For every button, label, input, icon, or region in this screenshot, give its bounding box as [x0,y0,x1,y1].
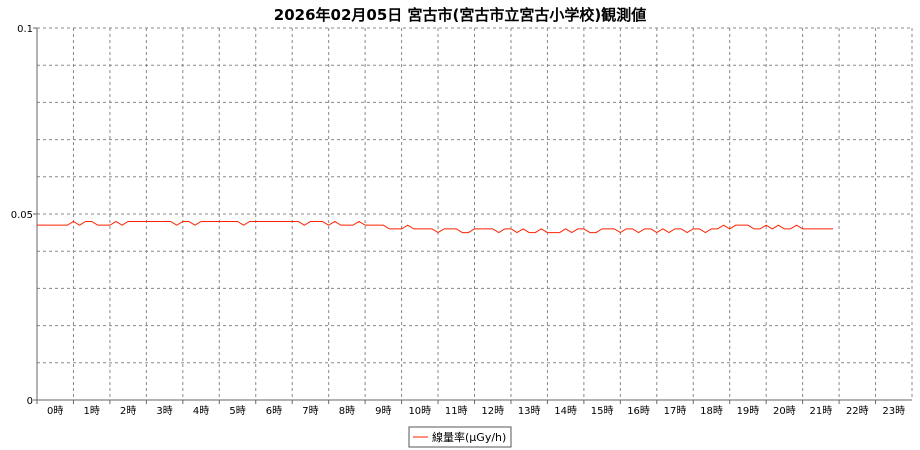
x-tick-label: 17時 [664,405,687,417]
x-tick-label: 4時 [193,405,209,417]
x-tick-label: 5時 [229,405,245,417]
x-tick-label: 8時 [339,405,355,417]
legend-label: 線量率(μGy/h) [432,430,506,444]
x-tick-label: 2時 [120,405,136,417]
y-tick-label: 0.05 [11,210,33,221]
x-tick-label: 20時 [773,405,796,417]
x-tick-label: 6時 [266,405,282,417]
x-tick-label: 16時 [627,405,650,417]
x-tick-label: 7時 [302,405,318,417]
x-tick-label: 23時 [882,405,905,417]
y-tick-label: 0.1 [17,24,33,35]
x-tick-label: 1時 [84,405,100,417]
x-tick-label: 9時 [375,405,391,417]
legend: 線量率(μGy/h) [408,426,512,448]
x-tick-label: 12時 [481,405,504,417]
x-tick-label: 15時 [591,405,614,417]
x-tick-label: 3時 [156,405,172,417]
x-tick-label: 22時 [846,405,869,417]
x-tick-label: 11時 [445,405,468,417]
x-tick-label: 14時 [554,405,577,417]
x-tick-label: 18時 [700,405,723,417]
chart-title: 2026年02月05日 宮古市(宮古市立宮古小学校)観測値 [274,6,646,24]
series-line [37,220,834,234]
x-tick-label: 0時 [47,405,63,417]
y-tick-label: 0 [27,396,33,407]
x-tick-label: 13時 [518,405,541,417]
x-tick-label: 10時 [408,405,431,417]
x-tick-label: 21時 [809,405,832,417]
x-tick-label: 19時 [737,405,760,417]
